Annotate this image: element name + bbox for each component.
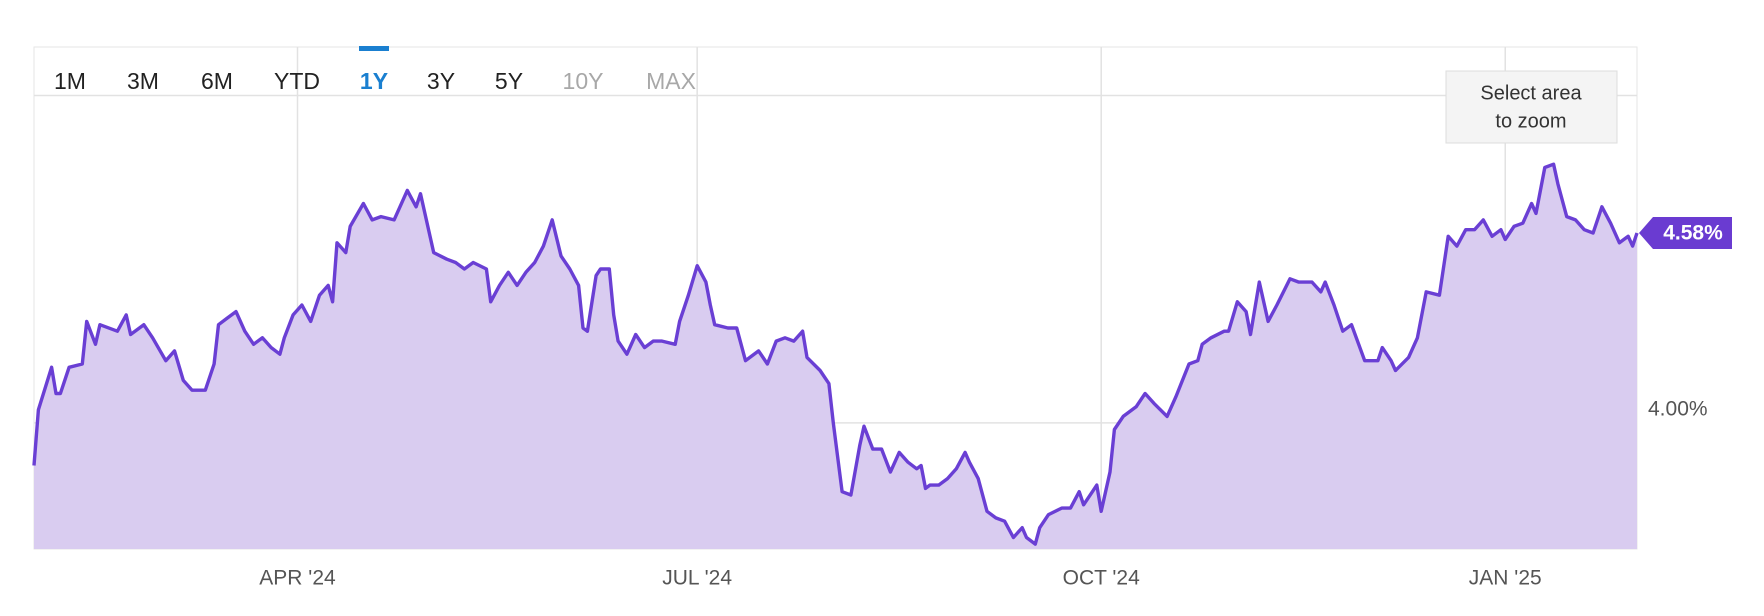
active-indicator [359,46,389,51]
zoom-hint-box [1445,70,1618,144]
range-button[interactable]: 1Y [360,68,388,94]
range-button[interactable]: YTD [274,68,320,94]
range-button[interactable]: 5Y [495,68,523,94]
area-fill [34,164,1637,549]
x-tick-label: APR '24 [259,567,336,590]
range-button[interactable]: 6M [201,68,233,94]
y-tick-label: 4.00% [1648,397,1708,420]
current-value-badge [1639,216,1732,249]
range-button[interactable]: 1M [54,68,86,94]
zoom-hint: Select area [1480,82,1582,104]
range-button[interactable]: 3M [127,68,159,94]
range-button[interactable]: 3Y [427,68,455,94]
x-tick-label: JAN '25 [1469,567,1542,590]
current-value-label: 4.58% [1663,222,1723,245]
range-button: 10Y [563,68,604,94]
range-button: MAX [646,68,696,94]
line [32,162,1639,546]
x-tick-label: OCT '24 [1063,567,1140,590]
x-tick-label: JUL '24 [662,567,732,590]
zoom-hint: to zoom [1495,110,1566,132]
